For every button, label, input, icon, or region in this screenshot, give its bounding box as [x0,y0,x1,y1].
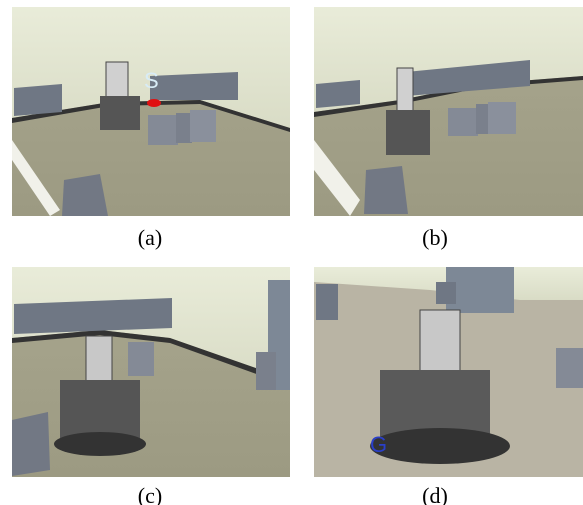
annotation: G [370,432,387,457]
photo-b [314,7,583,216]
caption: (b) [422,225,448,250]
caption: (d) [422,483,448,505]
photo-a: S [12,7,290,216]
photo-d: G [314,267,583,477]
annotation: S [144,68,159,93]
photo-c [12,267,290,477]
caption: (c) [138,483,162,505]
figure: S (a) (b) (c) [0,0,583,505]
caption: (a) [138,225,162,250]
